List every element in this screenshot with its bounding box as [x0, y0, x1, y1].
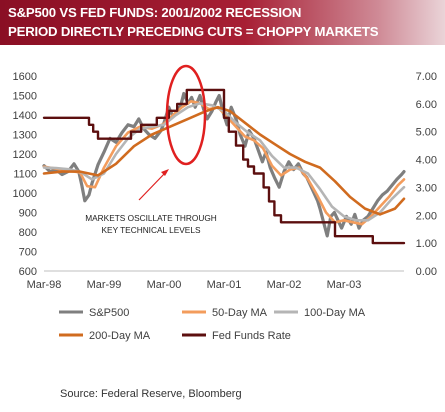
annotation-text-line-2: KEY TECHNICAL LEVELS [102, 225, 201, 235]
left-axis-tick-label: 600 [19, 266, 37, 278]
x-axis-tick-label: Mar-03 [327, 279, 362, 291]
legend-label: 50-Day MA [212, 307, 268, 319]
left-axis-tick-label: 800 [19, 227, 37, 239]
left-axis-tick-label: 1000 [13, 188, 37, 200]
legend-item-sp500: S&P500 [59, 307, 129, 319]
right-axis-tick-label: 6.00 [416, 99, 437, 111]
legend-item-fed-funds: Fed Funds Rate [182, 330, 291, 342]
left-axis-tick-label: 1100 [13, 169, 37, 181]
left-axis-tick-label: 1200 [13, 149, 37, 161]
right-axis-tick-label: 2.00 [416, 210, 437, 222]
x-axis-tick-label: Mar-01 [207, 279, 242, 291]
source-note: Source: Federal Reserve, Bloomberg [60, 388, 242, 400]
x-axis-tick-label: Mar-98 [27, 279, 62, 291]
annotation-arrow-line [138, 171, 167, 201]
legend-item-ma100: 100-Day MA [274, 307, 366, 319]
right-axis-tick-label: 3.00 [416, 182, 437, 194]
legend-item-ma200: 200-Day MA [59, 330, 151, 342]
left-axis-tick-label: 1500 [13, 91, 37, 103]
fed-funds-series-line [42, 88, 406, 245]
chart-title-line-2: PERIOD DIRECTLY PRECEDING CUTS = CHOPPY … [8, 24, 379, 39]
left-axis-tick-label: 900 [19, 208, 37, 220]
annotation-arrow-head [161, 169, 169, 176]
x-axis-tick-label: Mar-00 [147, 279, 182, 291]
ma50-series-line [42, 100, 406, 226]
legend-item-ma50: 50-Day MA [182, 307, 268, 319]
x-axis-tick-label: Mar-99 [87, 279, 122, 291]
left-axis-tick-label: 1600 [13, 71, 37, 83]
annotation-text-line-1: MARKETS OSCILLATE THROUGH [85, 213, 217, 223]
x-axis-tick-label: Mar-02 [267, 279, 302, 291]
right-axis-tick-label: 7.00 [416, 71, 437, 83]
right-axis-tick-label: 4.00 [416, 155, 437, 167]
left-axis-tick-label: 700 [19, 247, 37, 259]
ma200-series-line [42, 105, 406, 216]
legend-label: 200-Day MA [89, 330, 151, 342]
chart-title-line-1: S&P500 VS FED FUNDS: 2001/2002 RECESSION [8, 5, 302, 20]
left-axis-tick-label: 1300 [13, 130, 37, 142]
left-axis-tick-label: 1400 [13, 110, 37, 122]
chart-header: S&P500 VS FED FUNDS: 2001/2002 RECESSION… [0, 0, 445, 45]
right-axis-tick-label: 5.00 [416, 127, 437, 139]
legend-label: Fed Funds Rate [212, 330, 291, 342]
highlight-ellipse [165, 64, 207, 166]
legend-label: S&P500 [89, 307, 129, 319]
legend-label: 100-Day MA [304, 307, 366, 319]
right-axis-tick-label: 0.00 [416, 266, 437, 278]
right-axis-tick-label: 1.00 [416, 238, 437, 250]
